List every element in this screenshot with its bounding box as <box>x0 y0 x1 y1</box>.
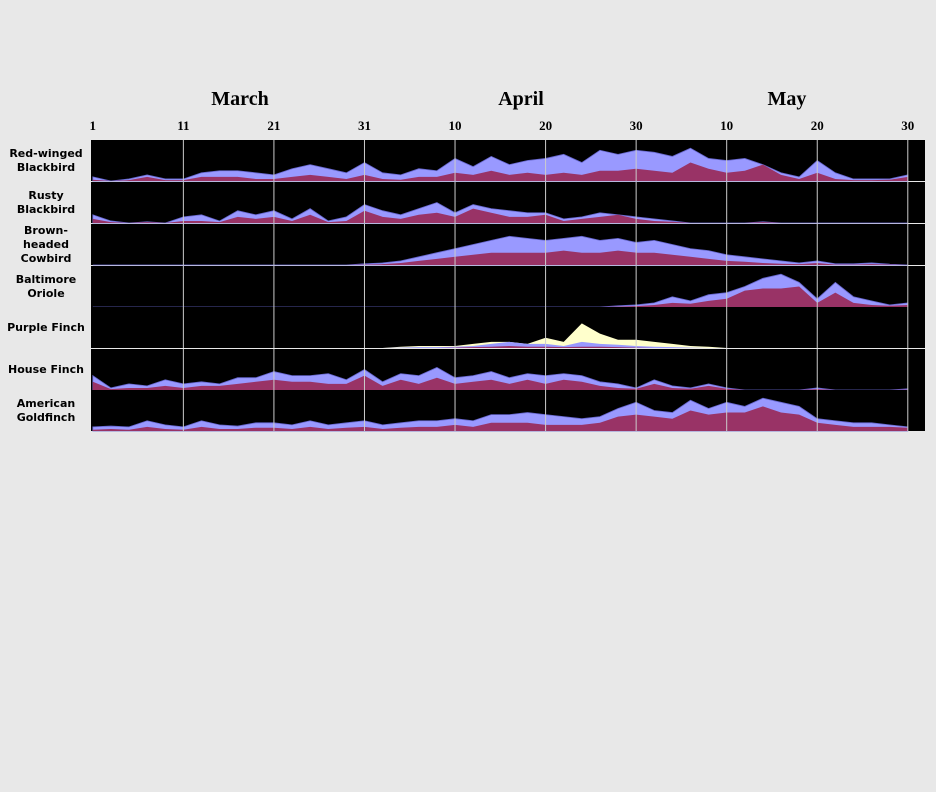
x-tick-label: 11 <box>177 118 189 133</box>
month-label: April <box>498 88 544 110</box>
x-tick-label: 30 <box>901 118 914 133</box>
row-label: American Goldfinch <box>16 396 76 424</box>
x-tick-label: 30 <box>630 118 643 133</box>
row-label: House Finch <box>8 362 84 376</box>
x-tick-label: 20 <box>811 118 824 133</box>
area <box>92 286 908 307</box>
row-label: Red-winged Blackbird <box>9 146 83 174</box>
row-label: Rusty Blackbird <box>16 188 76 216</box>
month-label: March <box>211 88 268 110</box>
area <box>92 235 908 266</box>
month-label: May <box>768 88 807 110</box>
x-tick-label: 10 <box>720 118 733 133</box>
row-label: Purple Finch <box>7 320 85 334</box>
area <box>92 345 908 348</box>
area <box>92 375 908 390</box>
x-tick-label: 20 <box>539 118 552 133</box>
row-label: Baltimore Oriole <box>15 272 77 300</box>
x-tick-label: 31 <box>358 118 371 133</box>
area <box>92 341 908 348</box>
area <box>92 406 908 431</box>
x-tick-label: 21 <box>267 118 280 133</box>
x-tick-label: 10 <box>449 118 462 133</box>
area <box>92 202 908 224</box>
row-background <box>91 307 925 348</box>
x-tick-label: 1 <box>90 118 97 133</box>
area <box>92 208 908 223</box>
row-label: Brown-headed Cowbird <box>20 223 72 265</box>
area <box>92 162 908 181</box>
area <box>92 250 908 265</box>
